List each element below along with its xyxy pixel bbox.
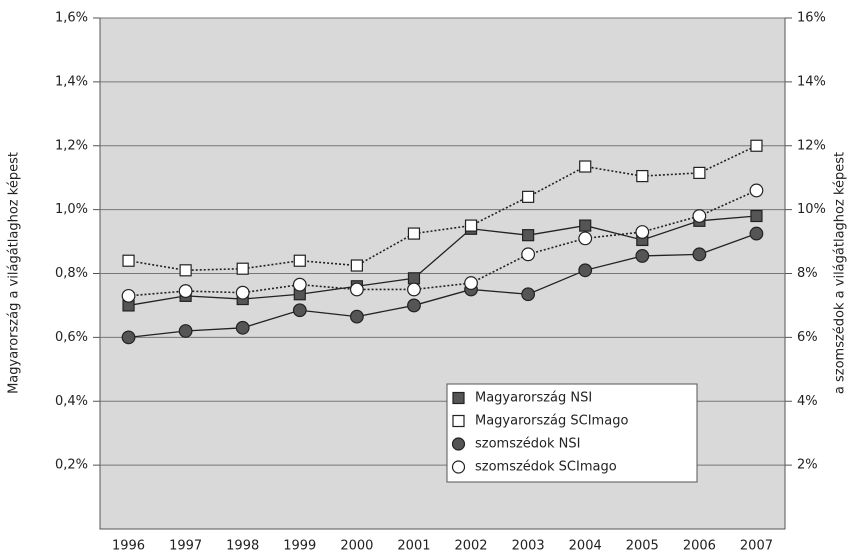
marker bbox=[521, 247, 536, 262]
marker bbox=[121, 330, 136, 345]
legend-marker bbox=[451, 437, 466, 451]
x-tick-label: 2005 bbox=[626, 539, 659, 554]
marker bbox=[349, 309, 364, 324]
marker bbox=[692, 209, 707, 223]
y-axis-label: Magyarország a világátlaghoz képest bbox=[7, 152, 22, 394]
marker bbox=[578, 263, 593, 278]
y-tick-label: 0,6% bbox=[55, 330, 88, 345]
x-tick-label: 2001 bbox=[397, 539, 430, 554]
legend-box bbox=[446, 383, 698, 483]
marker bbox=[407, 282, 421, 297]
y2-tick-label: 6% bbox=[797, 330, 818, 345]
marker bbox=[579, 219, 592, 232]
marker bbox=[522, 229, 535, 242]
legend-marker bbox=[452, 391, 465, 405]
marker bbox=[464, 219, 478, 232]
marker bbox=[178, 284, 193, 298]
x-tick-label: 1997 bbox=[169, 539, 202, 554]
marker bbox=[692, 247, 707, 262]
marker bbox=[464, 276, 478, 290]
y-tick-label: 0,4% bbox=[55, 394, 88, 409]
series-line bbox=[128, 189, 757, 297]
marker bbox=[293, 254, 306, 267]
x-tick-label: 2006 bbox=[683, 539, 716, 554]
marker bbox=[749, 183, 764, 198]
marker bbox=[350, 259, 363, 272]
y-tick-label: 0,2% bbox=[55, 458, 88, 473]
series-line bbox=[128, 232, 757, 339]
y2-tick-label: 12% bbox=[797, 138, 826, 153]
legend-label: Magyarország SCImago bbox=[475, 414, 628, 429]
marker bbox=[121, 288, 136, 303]
y2-tick-label: 10% bbox=[797, 202, 826, 217]
marker bbox=[635, 249, 650, 263]
marker bbox=[407, 227, 421, 240]
marker bbox=[235, 320, 250, 335]
x-tick-label: 1999 bbox=[283, 539, 316, 554]
y2-tick-label: 8% bbox=[797, 266, 818, 281]
marker bbox=[521, 287, 536, 302]
y-tick-label: 1,4% bbox=[55, 74, 88, 89]
x-tick-label: 2002 bbox=[454, 539, 487, 554]
marker bbox=[122, 254, 135, 267]
y-tick-label: 1,0% bbox=[55, 202, 88, 217]
y2-tick-label: 14% bbox=[797, 74, 826, 89]
x-tick-label: 2004 bbox=[569, 539, 602, 554]
marker bbox=[578, 231, 593, 246]
marker bbox=[292, 277, 307, 292]
marker bbox=[292, 303, 307, 318]
y-tick-label: 1,2% bbox=[55, 138, 88, 153]
marker bbox=[579, 160, 592, 173]
legend-marker bbox=[451, 460, 466, 474]
marker bbox=[522, 190, 535, 203]
series-line bbox=[128, 145, 757, 272]
x-tick-label: 1996 bbox=[112, 539, 145, 554]
x-tick-label: 1998 bbox=[226, 539, 259, 554]
x-tick-label: 2000 bbox=[340, 539, 373, 554]
marker bbox=[349, 282, 364, 297]
marker bbox=[750, 209, 763, 223]
legend-marker bbox=[452, 414, 465, 428]
marker bbox=[750, 139, 763, 152]
marker bbox=[693, 166, 706, 179]
marker bbox=[407, 298, 421, 313]
y2-axis-label: a szomszédok a világátlaghoz képest bbox=[833, 152, 848, 394]
marker bbox=[236, 262, 249, 275]
series-line bbox=[128, 215, 757, 307]
y2-tick-label: 4% bbox=[797, 394, 818, 409]
marker bbox=[235, 285, 250, 300]
marker bbox=[749, 226, 764, 241]
marker bbox=[636, 169, 649, 183]
marker bbox=[178, 324, 193, 338]
legend-label: szomszédok SCImago bbox=[475, 460, 617, 475]
x-tick-label: 2007 bbox=[740, 539, 773, 554]
y-tick-label: 0,8% bbox=[55, 266, 88, 281]
marker bbox=[635, 225, 650, 239]
legend-label: Magyarország NSI bbox=[475, 391, 592, 406]
y2-tick-label: 2% bbox=[797, 458, 818, 473]
y-tick-label: 1,6% bbox=[55, 11, 88, 26]
x-tick-label: 2003 bbox=[512, 539, 545, 554]
y2-tick-label: 16% bbox=[797, 11, 826, 26]
legend-label: szomszédok NSI bbox=[475, 437, 581, 452]
marker bbox=[179, 264, 192, 277]
marker bbox=[407, 272, 421, 285]
